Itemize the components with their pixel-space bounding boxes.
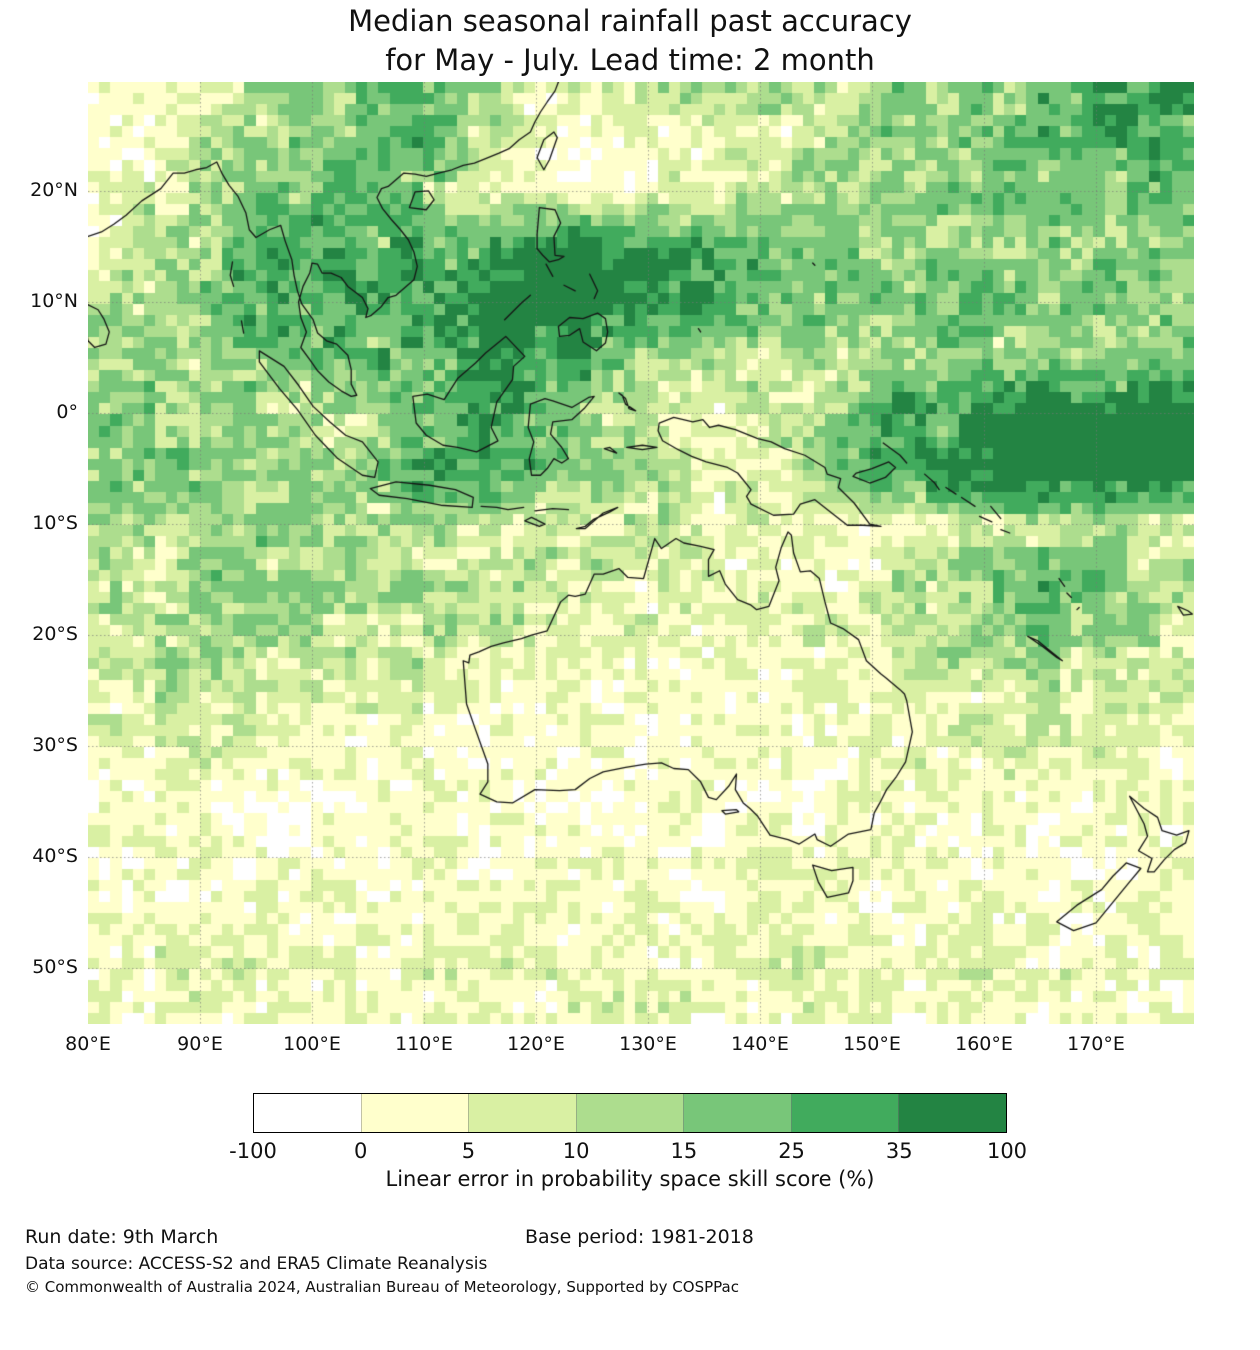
colorbar-tick-label: 0 — [354, 1139, 368, 1163]
y-tick-label: 50°S — [32, 956, 78, 979]
y-tick-label: 20°N — [30, 178, 78, 201]
colorbar-tick-label: -100 — [229, 1139, 277, 1163]
chart-title-line2: for May - July. Lead time: 2 month — [385, 43, 875, 77]
footer-base-period: Base period: 1981-2018 — [525, 1226, 754, 1248]
x-tick-label: 170°E — [1067, 1033, 1125, 1055]
colorbar-label: Linear error in probability space skill … — [385, 1167, 875, 1191]
colorbar-tick-label: 100 — [986, 1139, 1028, 1163]
colorbar-tick-label: 15 — [670, 1139, 698, 1163]
y-tick-label: 10°S — [32, 512, 78, 535]
x-tick-label: 90°E — [177, 1033, 223, 1055]
footer-run-date: Run date: 9th March — [25, 1226, 219, 1248]
x-tick-label: 150°E — [843, 1033, 901, 1055]
colorbar — [253, 1093, 1007, 1133]
colorbar-segment — [575, 1094, 684, 1132]
y-tick-label: 0° — [56, 401, 78, 424]
y-tick-label: 30°S — [32, 734, 78, 757]
y-tick-label: 10°N — [30, 289, 78, 312]
colorbar-segment — [898, 1094, 1007, 1132]
colorbar-segment — [790, 1094, 899, 1132]
x-tick-label: 100°E — [283, 1033, 341, 1055]
x-tick-label: 80°E — [65, 1033, 111, 1055]
x-tick-label: 160°E — [955, 1033, 1013, 1055]
chart-title-line1: Median seasonal rainfall past accuracy — [348, 4, 912, 38]
x-tick-label: 130°E — [619, 1033, 677, 1055]
colorbar-segment — [683, 1094, 791, 1132]
colorbar-tick-label: 5 — [461, 1139, 476, 1163]
colorbar-segment — [254, 1094, 361, 1132]
x-tick-label: 120°E — [507, 1033, 565, 1055]
x-tick-label: 140°E — [731, 1033, 789, 1055]
colorbar-segment — [468, 1094, 576, 1132]
chart-title: Median seasonal rainfall past accuracy f… — [0, 2, 1260, 80]
colorbar-tick-label: 25 — [778, 1139, 805, 1163]
colorbar-segment — [360, 1094, 469, 1132]
colorbar-tick-label: 10 — [562, 1139, 590, 1163]
y-tick-label: 20°S — [32, 623, 78, 646]
footer-copyright: © Commonwealth of Australia 2024, Austra… — [25, 1278, 739, 1296]
x-tick-label: 110°E — [395, 1033, 453, 1055]
footer-data-source: Data source: ACCESS-S2 and ERA5 Climate … — [25, 1254, 488, 1274]
y-tick-label: 40°S — [32, 845, 78, 868]
map-canvas — [88, 82, 1194, 1024]
colorbar-tick-label: 35 — [885, 1139, 913, 1163]
